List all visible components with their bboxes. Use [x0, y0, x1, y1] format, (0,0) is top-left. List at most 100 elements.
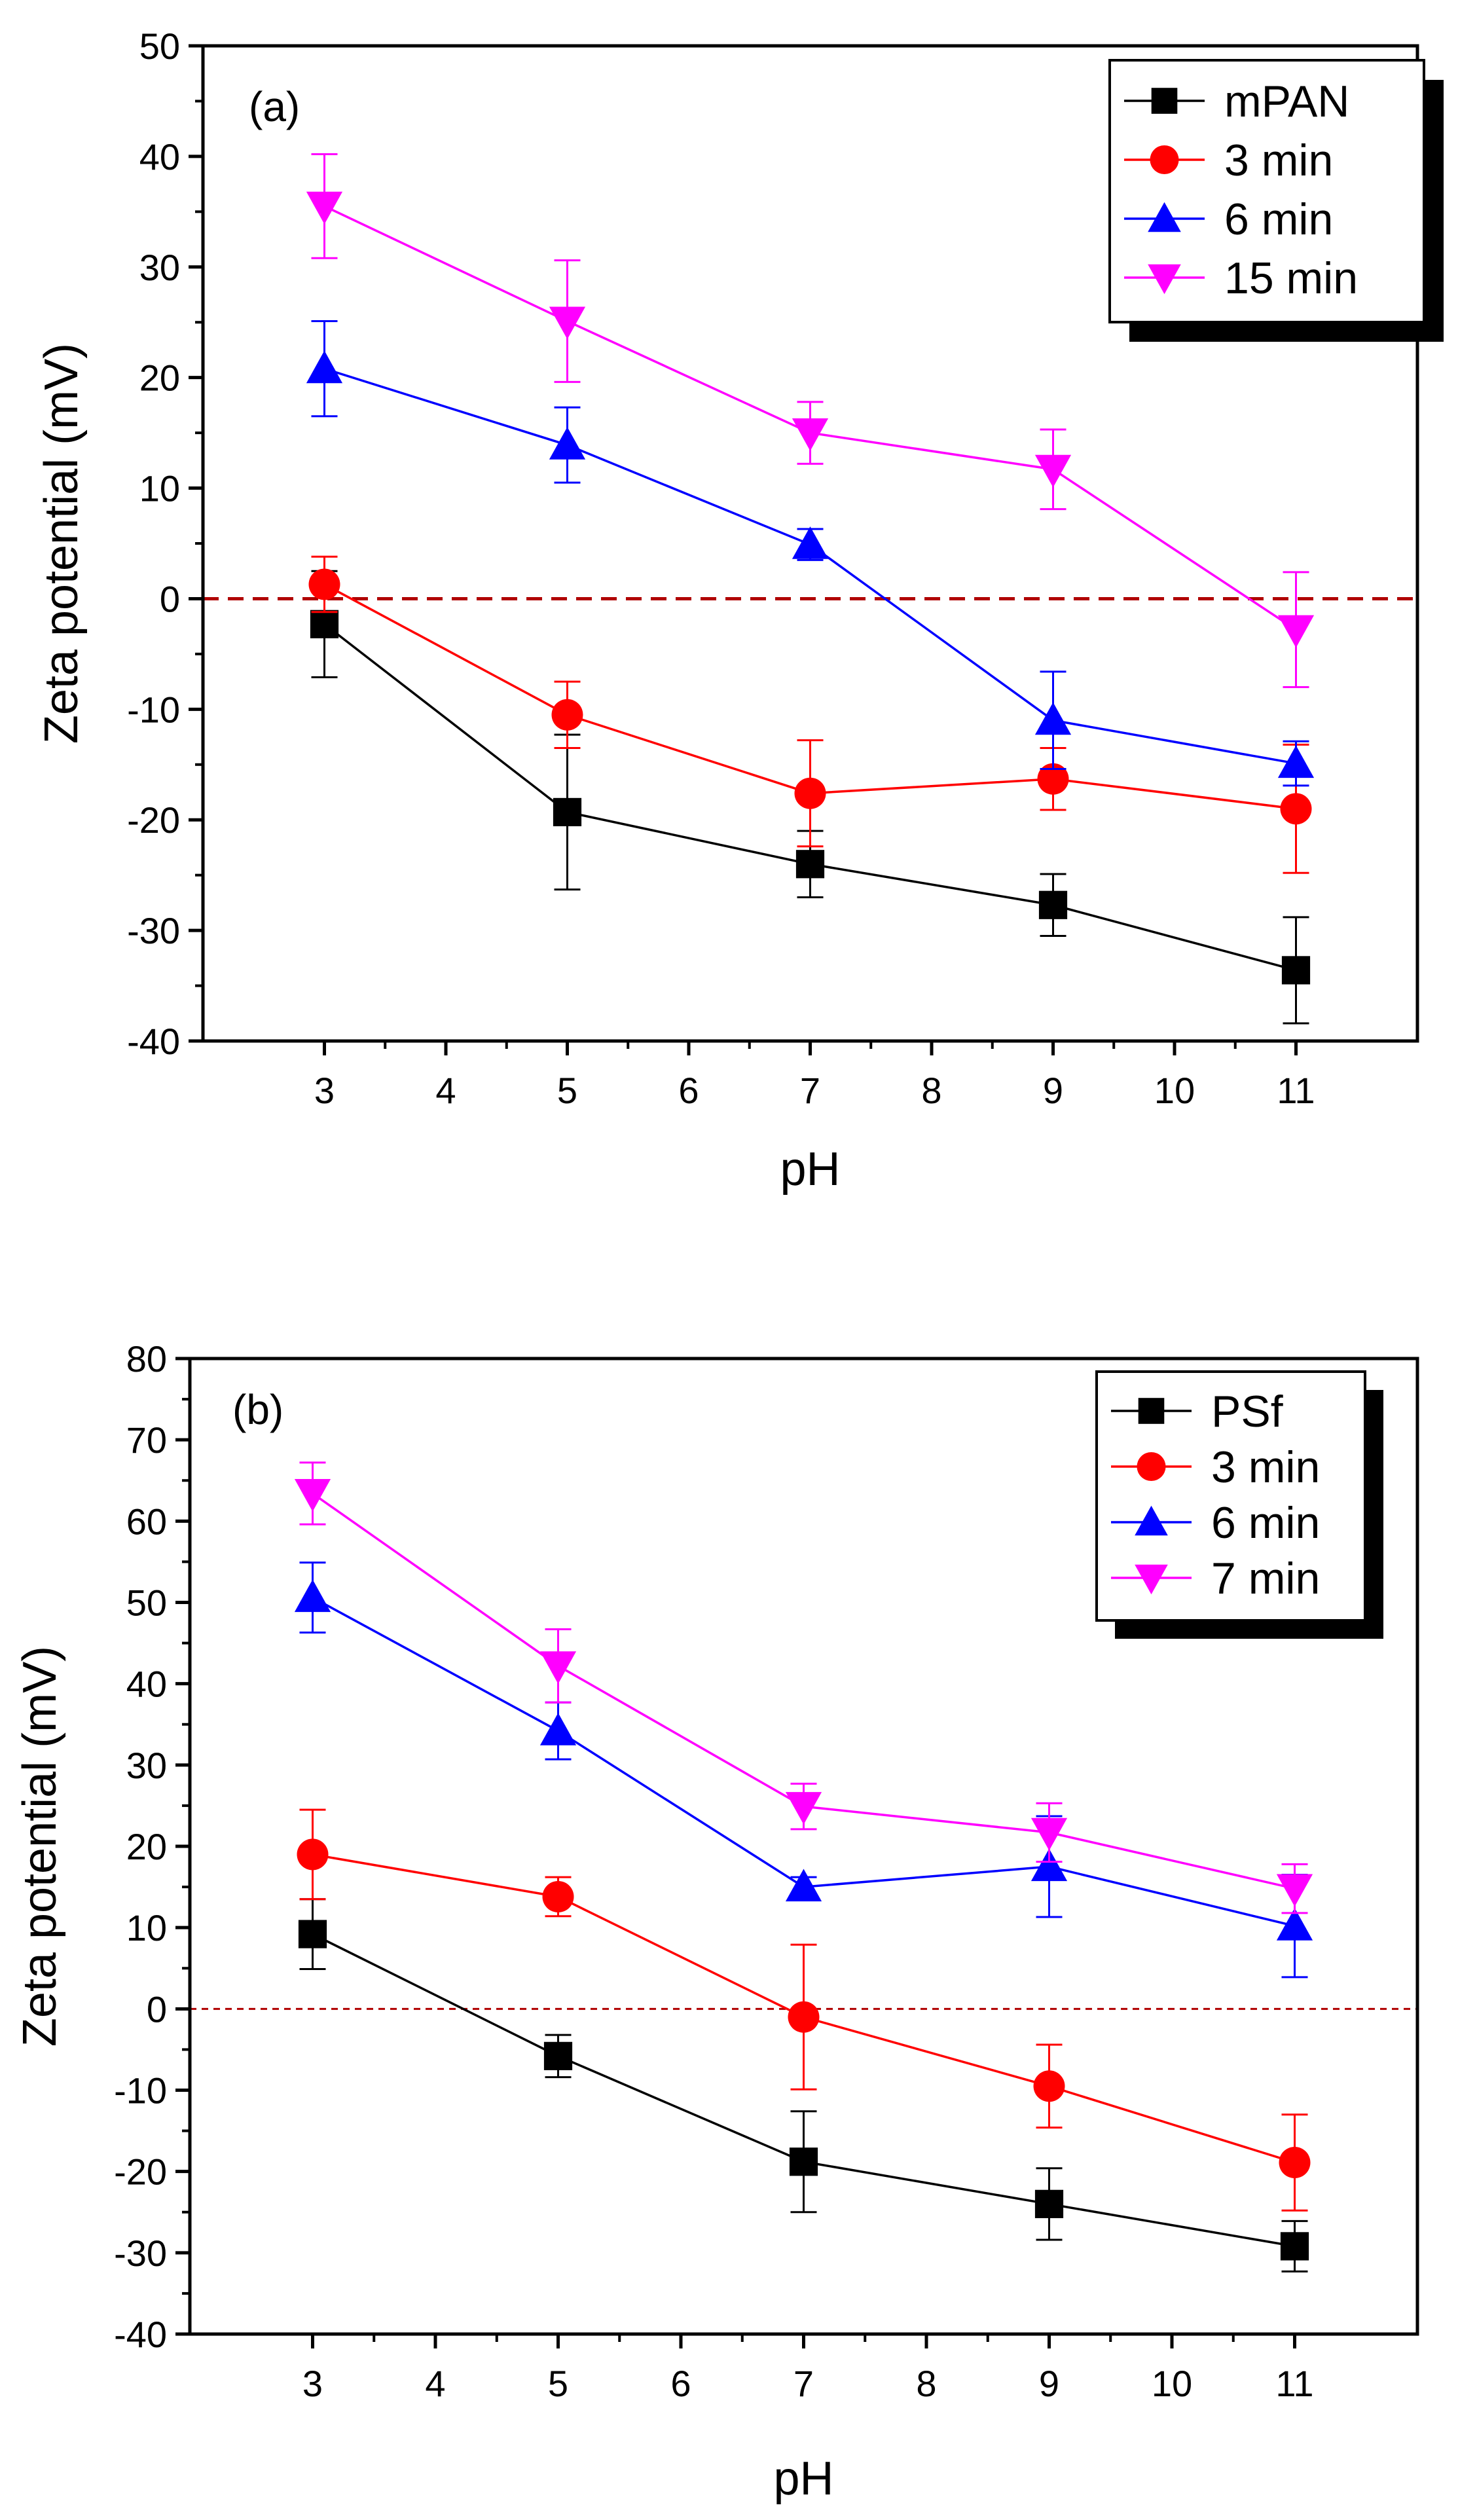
x-tick-label: 5 [557, 1070, 577, 1111]
x-axis-label: pH [780, 1143, 840, 1196]
x-tick-label: 3 [314, 1070, 335, 1111]
series-6-min [294, 1561, 1313, 1979]
y-axis-label: Zeta potential (mV) [14, 1646, 66, 2047]
data-point [306, 350, 343, 384]
y-tick-label: 50 [139, 26, 180, 67]
chart-b-svg: -40 -30 -20 -10 0 10 20 30 40 50 60 70 80 3 4 5 6 7 8 9 10 11… [14, 1338, 1419, 2505]
series-3-min [297, 1808, 1311, 2212]
y-tick-label: 0 [160, 578, 180, 619]
x-tick-label: 5 [548, 2363, 568, 2404]
data-point [785, 1792, 822, 1825]
y-tick-label: -40 [127, 1021, 180, 1062]
data-point [1280, 793, 1312, 825]
y-tick-label: -30 [127, 910, 180, 951]
data-point [1281, 956, 1311, 985]
data-point [543, 2041, 573, 2070]
data-point [795, 850, 825, 879]
x-tick-label: 6 [678, 1070, 699, 1111]
x-axis-label: pH [773, 2453, 833, 2505]
x-tick-label: 7 [793, 2363, 814, 2404]
legend-marker [1138, 1398, 1165, 1424]
data-point [1037, 763, 1069, 795]
y-tick-label: 80 [126, 1338, 167, 1379]
legend-marker [1148, 264, 1181, 295]
data-point [792, 418, 829, 451]
legend-marker [1137, 1452, 1166, 1481]
legend-marker [1150, 145, 1179, 174]
y-tick-label: 60 [126, 1501, 167, 1542]
legend-marker [1148, 202, 1181, 232]
legend-label: 6 min [1224, 194, 1333, 244]
x-tick-label: 8 [921, 1070, 941, 1111]
y-tick-label: 40 [126, 1664, 167, 1705]
data-point [788, 2001, 820, 2033]
x-tick-label: 9 [1043, 1070, 1063, 1111]
legend-label: PSf [1211, 1387, 1283, 1436]
data-point [294, 1479, 331, 1512]
data-point [297, 1838, 329, 1871]
data-point [1280, 2232, 1309, 2261]
legend: PSf 3 min 6 min 7 min [1095, 1370, 1383, 1639]
legend-label: 15 min [1224, 253, 1358, 303]
data-point [1030, 1848, 1068, 1882]
y-tick-label: 50 [126, 1582, 167, 1624]
panel-label: (b) [232, 1386, 283, 1433]
data-point [785, 1869, 822, 1902]
y-tick-label: -40 [114, 2314, 167, 2355]
y-tick-label: 10 [126, 1907, 167, 1948]
data-point [1034, 702, 1072, 735]
legend-label: 3 min [1224, 136, 1333, 185]
panel-label: (a) [249, 83, 300, 130]
x-tick-label: 11 [1275, 2363, 1313, 2404]
y-tick-label: -20 [127, 799, 180, 841]
x-tick-label: 3 [302, 2363, 323, 2404]
chart-a-svg: -40 -30 -20 -10 0 10 20 30 40 50 3 4 5 6 7 8 9 10 11 pH Zeta… [35, 26, 1444, 1196]
x-tick-label: 11 [1277, 1070, 1315, 1111]
data-point [542, 1880, 574, 1912]
y-tick-label: 40 [139, 136, 180, 177]
data-point [294, 1579, 331, 1613]
y-tick-label: 70 [126, 1419, 167, 1461]
legend-label: 6 min [1211, 1498, 1320, 1548]
data-point [1277, 615, 1315, 648]
x-tick-label: 6 [670, 2363, 691, 2404]
x-tick-label: 4 [435, 1070, 456, 1111]
series-psf [298, 1898, 1309, 2273]
data-point [539, 1651, 577, 1684]
y-tick-label: 0 [147, 1988, 167, 2030]
x-tick-label: 9 [1039, 2363, 1059, 2404]
x-tick-label: 10 [1154, 1070, 1195, 1111]
series-mpan [310, 570, 1311, 1025]
data-point [1277, 745, 1315, 778]
data-point [549, 306, 586, 340]
x-tick-label: 8 [916, 2363, 936, 2404]
data-point [1276, 1874, 1313, 1907]
series-3-min [308, 555, 1312, 874]
y-tick-label: 10 [139, 468, 180, 509]
y-tick-label: 30 [139, 247, 180, 288]
chart-panel-a: -40 -30 -20 -10 0 10 20 30 40 50 3 4 5 6 7 8 9 10 11 pH Zeta… [35, 26, 1444, 1196]
legend-label: 7 min [1211, 1554, 1320, 1603]
y-tick-label: -20 [114, 2151, 167, 2193]
legend-marker [1151, 88, 1178, 114]
y-tick-label: 30 [126, 1745, 167, 1786]
data-point [1038, 890, 1068, 919]
data-point [1279, 2147, 1311, 2179]
series-6-min [306, 320, 1315, 787]
series-15-min [306, 153, 1315, 689]
legend-label: 3 min [1211, 1442, 1320, 1492]
data-point [553, 797, 582, 826]
legend-label: mPAN [1224, 77, 1349, 126]
x-tick-label: 7 [800, 1070, 820, 1111]
chart-panel-b: -40 -30 -20 -10 0 10 20 30 40 50 60 70 80 3 4 5 6 7 8 9 10 11… [0, 1260, 1477, 2520]
data-point [551, 699, 583, 731]
data-point [549, 427, 586, 460]
data-point [298, 1920, 327, 1948]
y-tick-label: -30 [114, 2233, 167, 2274]
data-point [1033, 2070, 1065, 2102]
y-tick-label: 20 [126, 1826, 167, 1867]
legend-marker [1135, 1564, 1168, 1595]
y-tick-label: 20 [139, 357, 180, 399]
data-point [1034, 2189, 1064, 2218]
y-tick-label: -10 [127, 689, 180, 730]
